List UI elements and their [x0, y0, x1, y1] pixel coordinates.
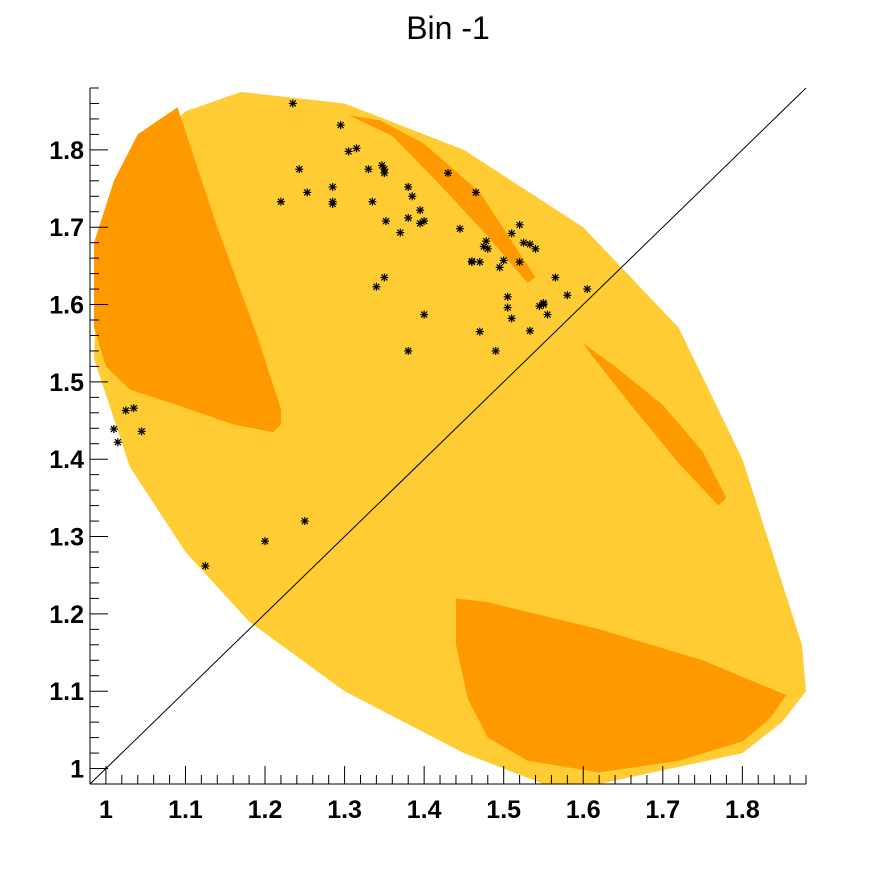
data-point	[328, 182, 337, 191]
data-point	[525, 240, 534, 249]
data-point	[525, 326, 534, 335]
axes: 1 1.1 1.2 1.3 1.4 1.5 1.6 1.7 1.8 1 1.1 1.2 1.3 1.4 1.…	[49, 87, 807, 824]
data-point	[503, 303, 512, 312]
y-tick-label: 1.8	[49, 137, 84, 165]
data-point	[495, 263, 504, 272]
data-point	[137, 427, 146, 436]
data-point	[471, 188, 480, 197]
data-point	[515, 220, 524, 229]
data-point	[563, 291, 572, 300]
y-tick-label: 1.3	[49, 524, 84, 552]
x-tick-label: 1.4	[407, 796, 442, 824]
data-point	[404, 182, 413, 191]
y-tick-label: 1.7	[49, 214, 84, 242]
x-tick-label: 1.6	[566, 796, 601, 824]
data-point	[491, 346, 500, 355]
region-outer	[94, 91, 806, 784]
data-point	[519, 238, 528, 247]
x-tick-label: 1.8	[725, 796, 760, 824]
data-point	[109, 425, 118, 434]
x-tick-label: 1.1	[168, 796, 203, 824]
data-point	[276, 197, 285, 206]
data-point	[455, 224, 464, 233]
chart-title: Bin -1	[406, 10, 490, 46]
y-tick-label: 1.1	[49, 678, 84, 706]
region-inner-1	[94, 107, 281, 433]
data-point	[499, 256, 508, 265]
data-point	[531, 244, 540, 253]
data-point	[336, 121, 345, 130]
data-point	[121, 406, 130, 415]
data-point	[467, 257, 476, 266]
density-regions	[94, 91, 806, 784]
data-point	[408, 192, 417, 201]
data-point	[475, 327, 484, 336]
data-point	[396, 228, 405, 237]
data-point	[404, 346, 413, 355]
data-point	[201, 561, 210, 570]
data-point	[288, 99, 297, 108]
data-point	[543, 310, 552, 319]
data-point	[515, 258, 524, 266]
data-point	[416, 206, 425, 215]
data-point	[583, 285, 592, 294]
data-point	[295, 165, 304, 174]
data-point	[551, 273, 560, 282]
y-tick-label: 1.2	[49, 601, 84, 629]
diagonal-line	[89, 87, 807, 785]
data-points	[109, 99, 592, 570]
data-point	[404, 213, 413, 222]
data-point	[535, 302, 544, 311]
data-point	[129, 404, 138, 413]
data-point	[372, 282, 381, 291]
data-point	[503, 292, 512, 301]
region-inner-3	[583, 343, 727, 506]
data-point	[420, 217, 429, 226]
data-point	[261, 537, 270, 546]
data-point	[344, 147, 353, 156]
data-point	[539, 298, 548, 307]
x-tick-label: 1.5	[486, 796, 521, 824]
data-point	[507, 314, 516, 323]
y-tick-label: 1	[70, 756, 84, 784]
region-inner-2	[348, 115, 536, 283]
data-point	[482, 237, 491, 246]
data-point	[352, 144, 361, 153]
data-point	[368, 197, 377, 206]
data-point	[507, 229, 516, 238]
data-point	[420, 310, 429, 319]
data-point	[444, 169, 452, 178]
data-point	[113, 438, 122, 447]
y-tick-label: 1.4	[49, 446, 84, 474]
data-point	[483, 244, 492, 253]
data-point	[381, 217, 390, 226]
data-point	[475, 258, 484, 266]
y-tick-label: 1.6	[49, 292, 84, 320]
data-point	[328, 200, 337, 208]
x-tick-label: 1	[99, 796, 113, 824]
x-tick-label: 1.3	[327, 796, 362, 824]
y-tick-label: 1.5	[49, 369, 84, 397]
data-point	[380, 169, 389, 178]
data-point	[303, 188, 312, 197]
data-point	[300, 517, 309, 526]
data-point	[380, 273, 389, 282]
x-tick-label: 1.2	[248, 796, 283, 824]
x-tick-label: 1.7	[645, 796, 680, 824]
region-inner-4	[456, 598, 787, 773]
data-point	[364, 165, 373, 174]
